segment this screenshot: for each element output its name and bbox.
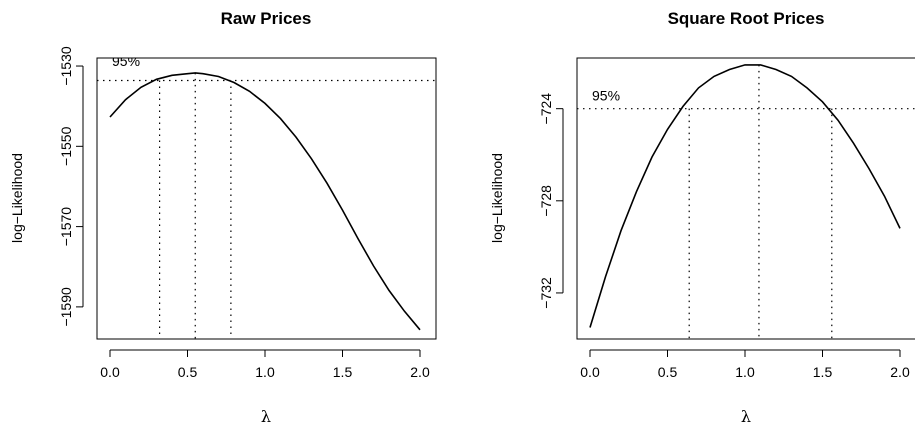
log-likelihood-curve: [589, 64, 901, 328]
y-axis-label: log−Likelihood: [489, 153, 505, 243]
x-tick-label: 0.5: [658, 364, 678, 380]
x-axis-label: λ: [741, 407, 751, 426]
chart-title: Raw Prices: [221, 9, 312, 28]
ci-label: 95%: [592, 88, 620, 104]
chart-title: Square Root Prices: [668, 9, 825, 28]
y-tick-label: −1550: [58, 126, 74, 166]
x-tick-label: 1.5: [813, 364, 833, 380]
y-tick-label: −1530: [58, 46, 74, 86]
x-tick-label: 0.0: [100, 364, 120, 380]
chart-panel-raw-prices: Raw Prices 0.0 0.5 1.0 1.5 2.0 −1590−1570−15…: [9, 9, 437, 426]
confidence-lines: [97, 72, 436, 339]
y-tick-label: −724: [538, 93, 554, 125]
x-tick-label: 0.5: [178, 364, 198, 380]
log-likelihood-curve: [109, 72, 421, 331]
x-axis-label: λ: [261, 407, 271, 426]
confidence-lines: [577, 64, 915, 339]
x-tick-label: 1.0: [255, 364, 275, 380]
y-axis: −1590 −1570 −1550 −1530: [58, 46, 84, 327]
y-tick-label: −732: [538, 277, 554, 309]
x-tick-label: 1.5: [333, 364, 353, 380]
y-tick-label: −728: [538, 185, 554, 217]
plot-frame: [96, 57, 437, 340]
chart-panel-square-root-prices: Square Root Prices 0.0 0.5 1.0 1.5 2.0 −732−…: [489, 9, 915, 426]
x-tick-label: 1.0: [735, 364, 755, 380]
x-axis: 0.0 0.5 1.0 1.5 2.0: [100, 349, 430, 380]
y-axis: −732 −728 −724: [538, 93, 564, 309]
y-axis-label: log−Likelihood: [9, 153, 25, 243]
x-tick-label: 0.0: [580, 364, 600, 380]
plot-frame: [576, 57, 915, 340]
x-axis: 0.0 0.5 1.0 1.5 2.0: [580, 349, 910, 380]
x-tick-label: 2.0: [410, 364, 430, 380]
y-tick-label: −1590: [58, 287, 74, 327]
x-tick-label: 2.0: [890, 364, 910, 380]
y-tick-label: −1570: [58, 207, 74, 247]
ci-label: 95%: [112, 53, 140, 69]
